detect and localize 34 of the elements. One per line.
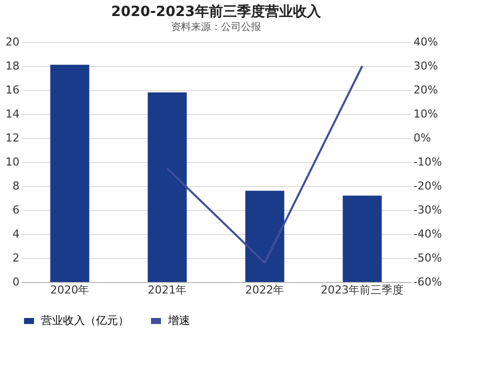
y2-tick-label: -50% <box>414 252 442 264</box>
y2-tick-label: 20% <box>414 84 438 96</box>
bar <box>50 64 90 282</box>
legend-label: 增速 <box>167 314 190 327</box>
y2-tick-label: 10% <box>414 108 438 120</box>
y2-tick-label: -40% <box>414 228 442 240</box>
y-tick-label: 14 <box>6 108 20 120</box>
bar <box>342 196 382 282</box>
y-tick-label: 12 <box>6 132 20 144</box>
x-tick-label: 2022年 <box>245 284 284 296</box>
y2-tick-label: -10% <box>414 156 442 168</box>
y-tick-label: 18 <box>6 60 20 72</box>
y-tick-label: 8 <box>12 180 20 192</box>
legend-label: 营业收入（亿元） <box>41 314 129 327</box>
y2-tick-label: -20% <box>414 180 442 192</box>
x-tick-label: 2020年 <box>50 284 90 296</box>
y2-tick-label: 30% <box>414 60 438 72</box>
y-tick-label: 2 <box>12 252 20 264</box>
y-tick-label: 0 <box>12 276 20 288</box>
y-tick-label: 4 <box>12 228 20 240</box>
y2-tick-label: -30% <box>414 204 442 216</box>
text: 资料来源：公司公报 <box>171 21 261 33</box>
x-tick-label: 2023年前三季度 <box>320 284 404 296</box>
bar <box>245 190 284 282</box>
y2-tick-label: -60% <box>414 276 442 288</box>
y-tick-label: 6 <box>12 204 20 216</box>
y-tick-label: 20 <box>6 36 20 48</box>
x-tick-label: 2021年 <box>148 284 187 296</box>
y2-tick-label: 40% <box>414 36 438 48</box>
y-tick-label: 16 <box>6 84 20 96</box>
bar <box>148 92 187 282</box>
chart-title: 2020-2023年前三季度营业收入 <box>111 3 322 20</box>
y2-tick-label: 0% <box>414 132 431 144</box>
y-tick-label: 10 <box>6 156 20 168</box>
